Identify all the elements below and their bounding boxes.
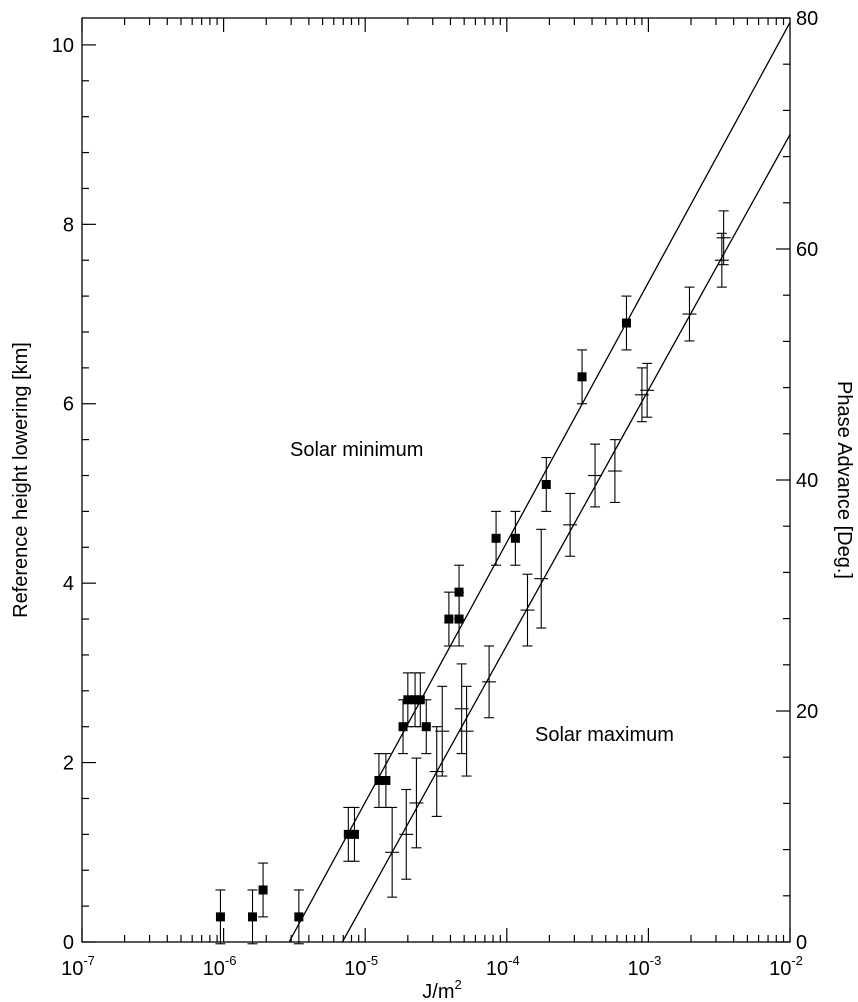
y-tick-label: 8 [63,214,74,236]
solar-minimum-label: Solar minimum [290,439,423,461]
solar-min-point [248,912,258,922]
fit-line [341,134,791,943]
y2-tick-label: 20 [796,701,818,723]
y-tick-label: 10 [52,35,74,57]
solar-min-point [577,372,587,382]
solar-min-point [415,695,425,705]
solar-min-point [374,776,384,786]
y-axis-title: Reference height lowering [km] [10,342,32,618]
solar-min-point [381,776,391,786]
axis-ticks [81,17,791,943]
x-tick-label: 10-3 [627,953,661,980]
x-axis-title: J/m2 [422,977,461,1002]
x-tick-label: 10-7 [61,953,95,980]
solar-min-point [258,885,268,895]
fit-lines [288,22,791,943]
x-tick-label: 10-6 [203,953,237,980]
x-tick-label: 10-4 [486,953,520,980]
solar-min-point [510,533,520,543]
solar-min-point [343,829,353,839]
y2-tick-label: 40 [796,470,818,492]
solar-min-point [421,722,431,732]
solar-min-point [349,829,359,839]
y2-tick-label: 0 [796,932,807,954]
y-tick-label: 4 [63,573,74,595]
y-tick-label: 0 [63,932,74,954]
fit-line [288,22,791,943]
y-tick-label: 2 [63,753,74,775]
solar-min-point [491,533,501,543]
y-tick-label: 6 [63,394,74,416]
y2-tick-label: 60 [796,239,818,261]
y2-axis-title: Phase Advance [Deg.] [833,381,855,579]
y-tick-labels: 0 2 4 6 8 10 [52,35,74,954]
solar-min-point [410,695,420,705]
plot-frame [81,17,791,943]
error-bars [215,210,729,945]
solar-min-point [215,912,225,922]
solar-min-point [294,912,304,922]
x-axis-title-base: J/m [422,981,454,1002]
x-axis-title-superscript: 2 [454,977,461,992]
solar-min-point [541,479,551,489]
x-tick-label: 10-5 [344,953,378,980]
y2-tick-label: 80 [796,8,818,30]
solar-min-point [444,614,454,624]
solar-min-point [621,318,631,328]
solar-min-point [454,614,464,624]
solar-min-point [403,695,413,705]
solar-maximum-label: Solar maximum [535,724,674,746]
solar-min-point [454,587,464,597]
x-tick-labels: 10-7 10-6 10-5 10-4 10-3 10-2 [61,953,803,980]
x-tick-label: 10-2 [769,953,803,980]
solar-min-point [398,722,408,732]
data-markers [215,237,731,922]
y2-tick-labels: 0 20 40 60 80 [796,8,818,954]
